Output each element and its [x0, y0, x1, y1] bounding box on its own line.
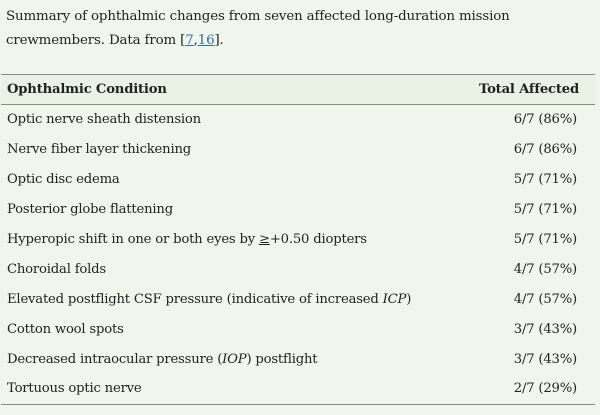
- row-condition: Tortuous optic nerve: [7, 381, 142, 397]
- header-condition: Ophthalmic Condition: [7, 82, 167, 97]
- table-row: Hyperopic shift in one or both eyes by ≥…: [1, 225, 595, 255]
- row-condition: Elevated postflight CSF pressure (indica…: [1, 284, 464, 314]
- table-row: Tortuous optic nerve 2/7 (29%): [1, 374, 595, 405]
- condition-text-end: ): [406, 291, 412, 307]
- ophthalmic-table: Ophthalmic Condition Total Affected Opti…: [1, 74, 595, 405]
- condition-text-end: ) postflight: [246, 351, 318, 367]
- row-affected: 4/7 (57%): [513, 291, 577, 307]
- caption-text: Summary of ophthalmic changes from seven…: [6, 9, 510, 48]
- row-condition: Posterior globe flattening: [7, 202, 173, 218]
- row-condition: Cotton wool spots: [7, 321, 124, 337]
- condition-text: Decreased intraocular pressure (: [7, 351, 223, 367]
- table-container: Ophthalmic Condition Total Affected Opti…: [0, 74, 600, 405]
- row-affected: 5/7 (71%): [513, 172, 577, 188]
- table-row: Cotton wool spots 3/7 (43%): [1, 314, 595, 344]
- row-affected: 6/7 (86%): [513, 112, 577, 128]
- table-row: Optic disc edema 5/7 (71%): [1, 165, 595, 195]
- row-affected: 5/7 (71%): [513, 202, 577, 218]
- row-affected: 6/7 (86%): [513, 142, 577, 158]
- table-row: Decreased intraocular pressure (IOP) pos…: [1, 344, 595, 374]
- table-header-row: Ophthalmic Condition Total Affected: [1, 74, 595, 105]
- caption-comma: ,: [193, 33, 198, 48]
- row-condition: Optic disc edema: [7, 172, 120, 188]
- row-affected: 4/7 (57%): [513, 261, 577, 277]
- condition-text-end: +0.50 diopters: [269, 232, 367, 247]
- table-row: Optic nerve sheath distension 6/7 (86%): [1, 105, 595, 135]
- row-condition: Choroidal folds: [7, 261, 106, 277]
- table-caption: Summary of ophthalmic changes from seven…: [6, 5, 594, 53]
- table-row: Elevated postflight CSF pressure (indica…: [1, 284, 595, 314]
- reference-link-16[interactable]: 16: [197, 33, 215, 48]
- row-condition: Decreased intraocular pressure (IOP) pos…: [1, 344, 464, 374]
- condition-text: Hyperopic shift in one or both eyes by: [7, 232, 259, 247]
- caption-text-end: ].: [214, 33, 224, 48]
- table-row: Posterior globe flattening 5/7 (71%): [1, 195, 595, 225]
- abbreviation-icp: ICP: [382, 291, 407, 307]
- table-row: Choroidal folds 4/7 (57%): [1, 254, 595, 284]
- row-affected: 3/7 (43%): [513, 351, 577, 367]
- row-condition: Hyperopic shift in one or both eyes by ≥…: [1, 225, 464, 255]
- row-affected: 3/7 (43%): [513, 321, 577, 337]
- row-affected: 2/7 (29%): [513, 381, 577, 397]
- row-affected: 5/7 (71%): [513, 232, 577, 247]
- header-affected: Total Affected: [478, 82, 579, 97]
- row-condition: Nerve fiber layer thickening: [7, 142, 192, 158]
- table-row: Nerve fiber layer thickening 6/7 (86%): [1, 135, 595, 165]
- reference-link-7[interactable]: 7: [185, 33, 194, 48]
- row-condition: Optic nerve sheath distension: [7, 112, 201, 128]
- condition-text: Elevated postflight CSF pressure (indica…: [7, 291, 383, 307]
- abbreviation-iop: IOP: [222, 351, 247, 367]
- greater-equal-symbol: ≥: [258, 232, 270, 247]
